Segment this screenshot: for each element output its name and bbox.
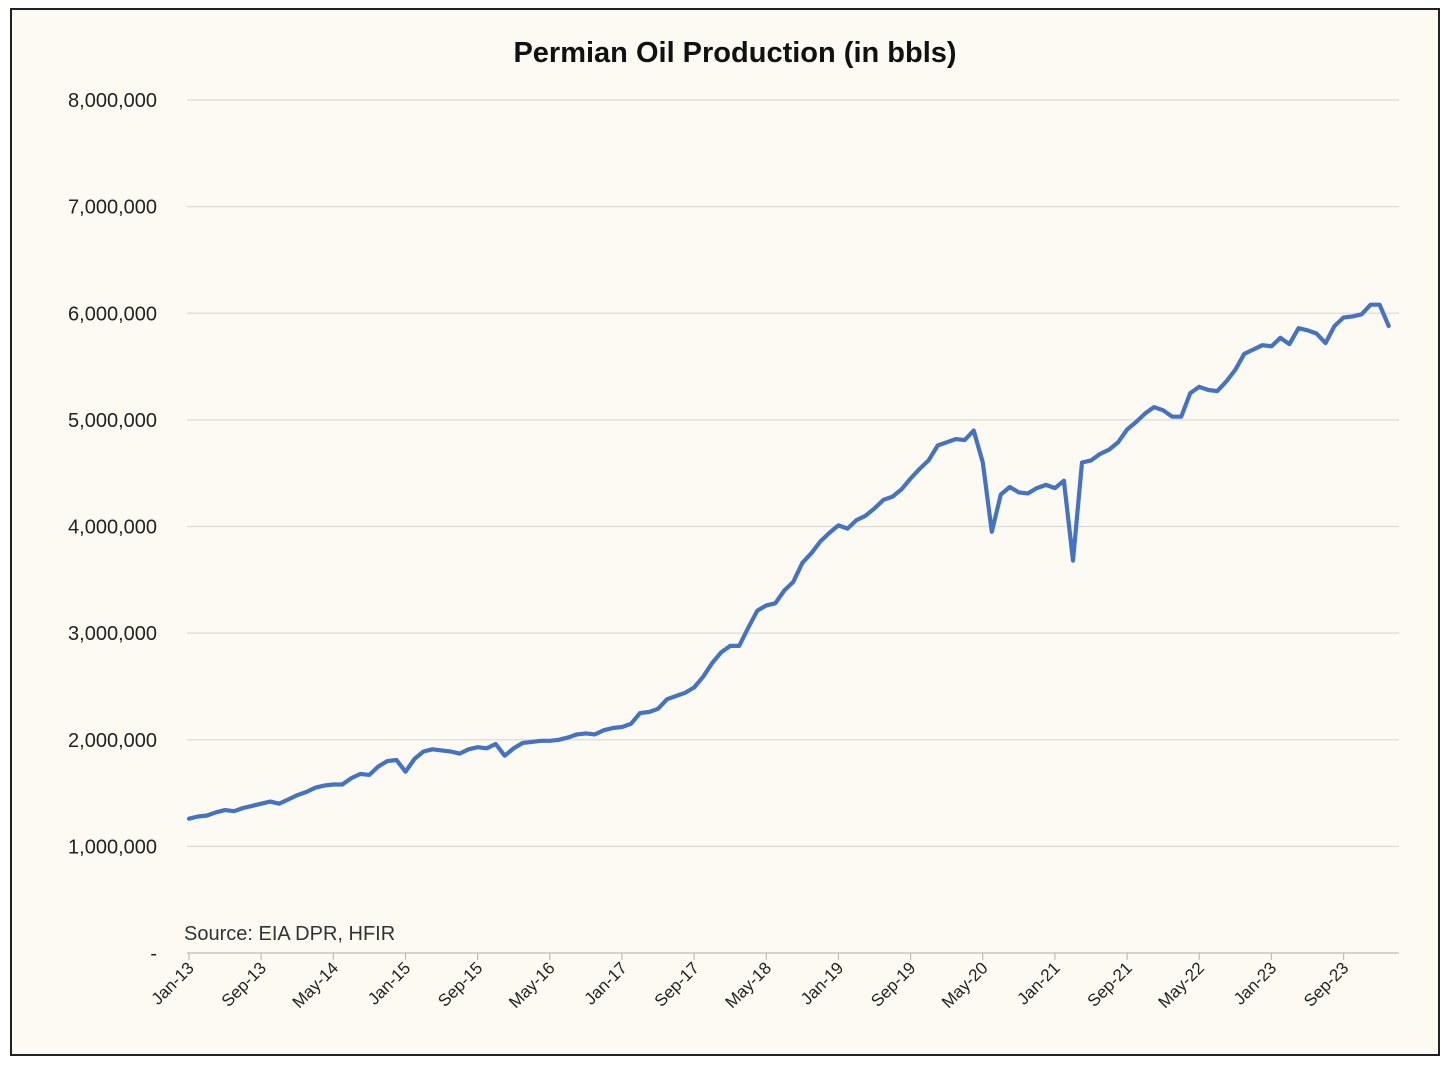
x-tick-label: Sep-23	[1300, 958, 1352, 1010]
y-tick-label: 2,000,000	[68, 730, 157, 752]
gridlines	[187, 99, 1399, 847]
chart-title: Permian Oil Production (in bbls)	[513, 37, 956, 69]
series-line	[186, 302, 1391, 821]
chart-frame: Permian Oil Production (in bbls) - 1,000,…	[10, 8, 1440, 1056]
y-tick-label: 3,000,000	[68, 623, 157, 645]
x-tick-label: Sep-21	[1084, 958, 1136, 1010]
y-tick-label: 4,000,000	[68, 517, 157, 539]
x-tick-label: Jan-15	[364, 958, 414, 1008]
y-tick-label: 7,000,000	[68, 197, 157, 219]
x-tick-label: Jan-19	[797, 958, 847, 1008]
y-axis-labels: - 1,000,000 2,000,000 3,000,000 4,000,000 5,0…	[68, 90, 157, 965]
x-axis: Jan-13 Sep-13 May-14 Jan-15 Sep-15 May-16 Jan-…	[148, 952, 1399, 1012]
x-tick-label: May-20	[938, 958, 992, 1012]
source-note: Source: EIA DPR, HFIR	[184, 923, 395, 945]
x-tick-label: Sep-19	[867, 958, 919, 1010]
y-tick-label: 5,000,000	[68, 410, 157, 432]
x-tick-label: Jan-13	[148, 958, 198, 1008]
x-tick-label: May-22	[1155, 958, 1209, 1012]
y-tick-label: 8,000,000	[68, 90, 157, 112]
x-tick-label: Jan-23	[1230, 958, 1280, 1008]
y-tick-label: 6,000,000	[68, 303, 157, 325]
series-layer	[186, 302, 1391, 821]
x-tick-label: May-14	[289, 958, 343, 1012]
chart-canvas: Permian Oil Production (in bbls) - 1,000,…	[68, 37, 1399, 1012]
x-tick-label: May-16	[505, 958, 559, 1012]
x-tick-label: May-18	[722, 958, 776, 1012]
x-tick-label: Sep-17	[651, 958, 703, 1010]
x-tick-label: Jan-21	[1014, 958, 1064, 1008]
x-tick-label: Sep-15	[434, 958, 486, 1010]
x-tick-label: Sep-13	[218, 958, 270, 1010]
x-tick-label: Jan-17	[581, 958, 631, 1008]
y-tick-label: -	[150, 943, 157, 965]
y-tick-label: 1,000,000	[68, 836, 157, 858]
